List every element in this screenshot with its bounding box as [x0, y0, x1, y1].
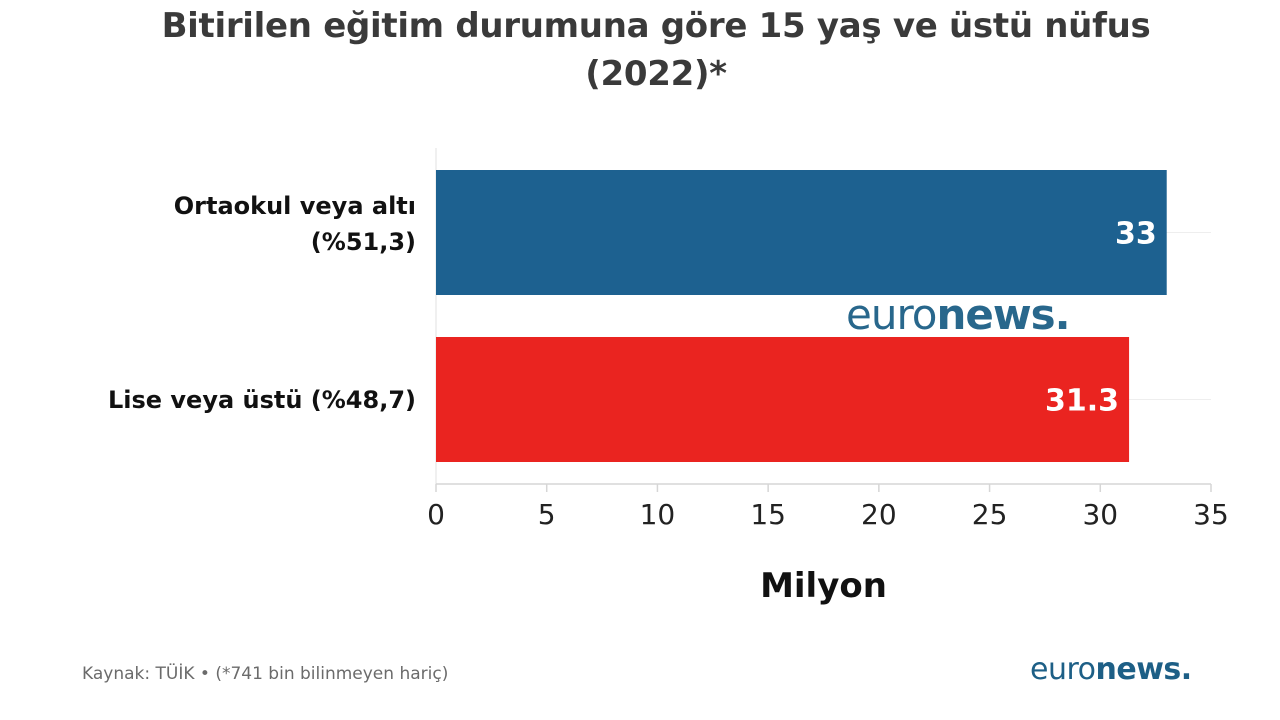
- chart-title: Bitirilen eğitim durumuna göre 15 yaş ve…: [0, 2, 1280, 98]
- chart-title-line-1: Bitirilen eğitim durumuna göre 15 yaş ve…: [161, 6, 1151, 46]
- value-label-0: 33: [1115, 217, 1157, 252]
- brand-footer-light-part: euro: [1030, 652, 1096, 687]
- x-axis-title: Milyon: [760, 566, 887, 606]
- brand-bold-part: news.: [936, 290, 1071, 339]
- category-label-ortaokul-line-2: (%51,3): [310, 228, 416, 256]
- brand-light-part: euro: [846, 290, 937, 339]
- x-tick-label-3: 15: [750, 498, 786, 531]
- x-tick-label-4: 20: [861, 498, 897, 531]
- category-label-ortaokul: Ortaokul veya altı (%51,3): [174, 188, 416, 260]
- euronews-footer-logo[interactable]: euronews.: [1030, 652, 1192, 687]
- x-tick-label-7: 35: [1193, 498, 1229, 531]
- x-tick-label-5: 25: [972, 498, 1008, 531]
- x-tick-label-0: 0: [427, 498, 445, 531]
- category-label-lise-line-1: Lise veya üstü (%48,7): [107, 386, 416, 414]
- category-label-ortaokul-line-1: Ortaokul veya altı: [173, 192, 416, 220]
- source-note: Kaynak: TÜİK • (*741 bin bilinmeyen hari…: [82, 664, 449, 684]
- x-tick-label-1: 5: [538, 498, 556, 531]
- x-tick-label-2: 10: [640, 498, 676, 531]
- brand-footer-bold-part: news.: [1095, 652, 1193, 687]
- euronews-watermark-logo: euronews.: [846, 290, 1071, 339]
- category-label-lise: Lise veya üstü (%48,7): [108, 382, 416, 418]
- bar-0: [436, 170, 1167, 295]
- chart-title-line-2: (2022)*: [585, 54, 727, 94]
- value-label-1: 31.3: [1045, 384, 1119, 419]
- x-tick-label-6: 30: [1082, 498, 1118, 531]
- bar-1: [436, 337, 1130, 462]
